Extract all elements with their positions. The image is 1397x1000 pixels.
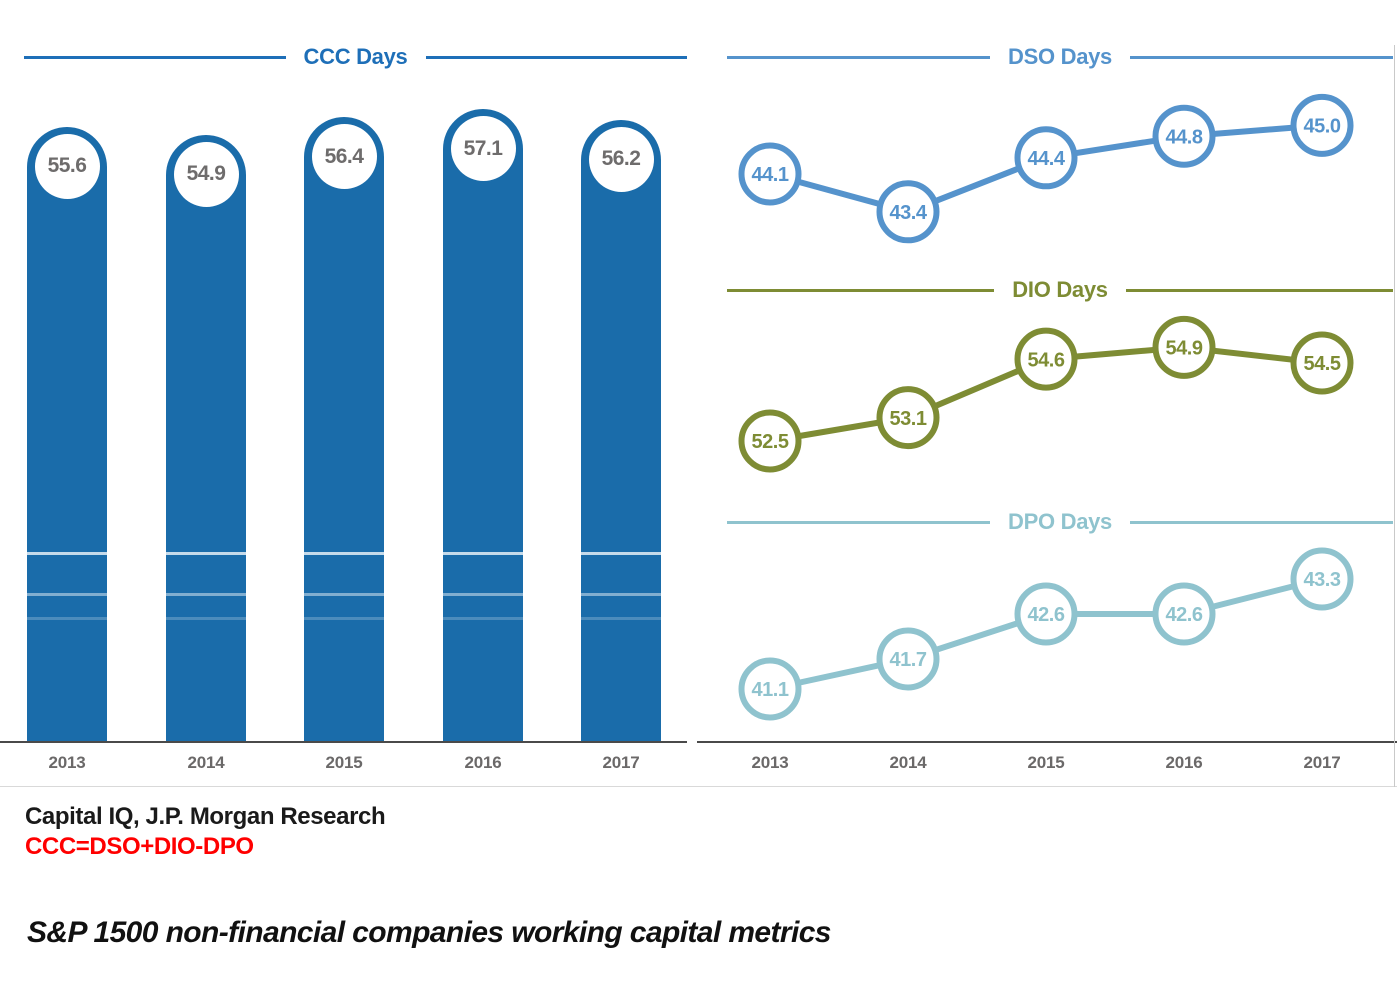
ccc-value-label: 57.1 xyxy=(463,136,503,160)
dso-days-header: DSO Days xyxy=(697,44,1397,69)
data-point-marker xyxy=(738,657,802,721)
data-point-marker xyxy=(1014,582,1078,646)
chart-title: CCC Days xyxy=(303,44,408,69)
right-border-line xyxy=(1394,45,1395,787)
chart-caption: S&P 1500 non-financial companies working… xyxy=(27,916,831,949)
header-rule-right xyxy=(1125,288,1394,292)
data-point-value-label: 42.6 xyxy=(1166,604,1203,626)
data-point-marker xyxy=(1152,104,1216,168)
header-rule-left xyxy=(727,520,991,524)
header-rule-right xyxy=(425,55,688,59)
data-point-value-label: 44.8 xyxy=(1166,126,1203,148)
chart-title: DSO Days xyxy=(1008,44,1112,69)
ccc-value-bubble: 54.9 xyxy=(173,141,239,207)
x-axis-year-label: 2014 xyxy=(187,753,225,772)
data-point-value-label: 54.9 xyxy=(1166,338,1203,360)
bottom-separator-line xyxy=(0,786,1397,787)
ccc-value-bubble: 55.6 xyxy=(34,133,100,199)
data-point-marker xyxy=(738,142,802,206)
ccc-value-bubble: 56.2 xyxy=(588,126,654,192)
data-point-marker xyxy=(876,386,940,450)
header-rule-right xyxy=(1130,55,1394,59)
data-point-marker xyxy=(1014,327,1078,391)
ccc-value-label: 56.4 xyxy=(324,144,364,168)
ccc-bar: 56.2 xyxy=(581,119,661,741)
header-rule-left xyxy=(727,55,991,59)
x-axis-year-label: 2014 xyxy=(889,753,927,772)
formula-text: CCC=DSO+DIO-DPO xyxy=(25,833,254,860)
ccc-bar: 56.4 xyxy=(304,117,384,741)
data-point-marker xyxy=(876,627,940,691)
data-point-value-label: 44.1 xyxy=(752,164,789,186)
ccc-value-bubble: 57.1 xyxy=(450,116,516,181)
bar-gridline-overlay xyxy=(0,617,687,620)
x-axis-year-label: 2017 xyxy=(602,753,640,772)
data-point-marker xyxy=(738,409,802,473)
x-axis-year-label: 2015 xyxy=(1027,753,1065,772)
data-point-value-label: 41.7 xyxy=(890,649,927,671)
data-point-marker xyxy=(1152,315,1216,379)
bar-gridline-overlay xyxy=(0,593,687,596)
data-point-value-label: 45.0 xyxy=(1304,116,1341,138)
x-axis-year-label: 2015 xyxy=(325,753,363,772)
data-point-value-label: 41.1 xyxy=(752,679,789,701)
data-point-marker xyxy=(1152,582,1216,646)
data-point-value-label: 53.1 xyxy=(890,408,927,430)
data-point-value-label: 43.3 xyxy=(1304,569,1341,591)
x-axis-year-label: 2017 xyxy=(1303,753,1341,772)
data-point-value-label: 43.4 xyxy=(890,202,928,224)
data-point-marker xyxy=(876,180,940,244)
chart-title: DPO Days xyxy=(1008,509,1112,534)
bar-gridline-overlay xyxy=(0,552,687,555)
dpo-days-header: DPO Days xyxy=(697,509,1397,534)
x-axis-year-label: 2013 xyxy=(751,753,789,772)
right-x-axis-line xyxy=(697,741,1397,743)
line-series-plot: 44.1 43.4 44.4 44.8 45.0 52.5 53.1 54.6 54.9 54.5… xyxy=(738,93,1354,721)
data-point-marker xyxy=(1014,126,1078,190)
data-point-value-label: 52.5 xyxy=(752,431,789,453)
data-point-value-label: 44.4 xyxy=(1028,148,1066,170)
header-rule-right xyxy=(1130,520,1394,524)
data-point-value-label: 54.6 xyxy=(1028,349,1065,371)
source-text: Capital IQ, J.P. Morgan Research xyxy=(25,803,386,830)
ccc-bar: 54.9 xyxy=(166,134,246,741)
data-point-value-label: 54.5 xyxy=(1304,353,1341,375)
x-axis-year-label: 2016 xyxy=(464,753,502,772)
data-point-marker xyxy=(1290,331,1354,395)
ccc-value-label: 54.9 xyxy=(186,162,226,186)
dio-days-header: DIO Days xyxy=(697,277,1397,302)
header-rule-left xyxy=(727,288,995,292)
ccc-value-label: 56.2 xyxy=(601,147,641,171)
ccc-bar-chart: CCC Days 55.6 54.9 56.4 57.1 56.2 xyxy=(0,0,688,787)
x-axis-year-label: 2016 xyxy=(1165,753,1203,772)
data-point-marker xyxy=(1290,547,1354,611)
ccc-value-label: 55.6 xyxy=(47,154,87,178)
x-axis-year-label: 2013 xyxy=(48,753,86,772)
chart-title: DIO Days xyxy=(1012,277,1108,302)
header-rule-left xyxy=(24,55,286,59)
left-x-axis-line xyxy=(0,741,687,743)
line-charts-panel: DSO Days DIO Days DPO Days 44.1 43.4 44.4 4… xyxy=(697,0,1397,787)
ccc-days-header: CCC Days xyxy=(0,44,688,69)
data-point-marker xyxy=(1290,93,1354,157)
ccc-value-bubble: 56.4 xyxy=(311,124,377,190)
data-point-value-label: 42.6 xyxy=(1028,604,1065,626)
ccc-bar: 55.6 xyxy=(27,126,107,741)
ccc-bar: 57.1 xyxy=(443,109,523,741)
